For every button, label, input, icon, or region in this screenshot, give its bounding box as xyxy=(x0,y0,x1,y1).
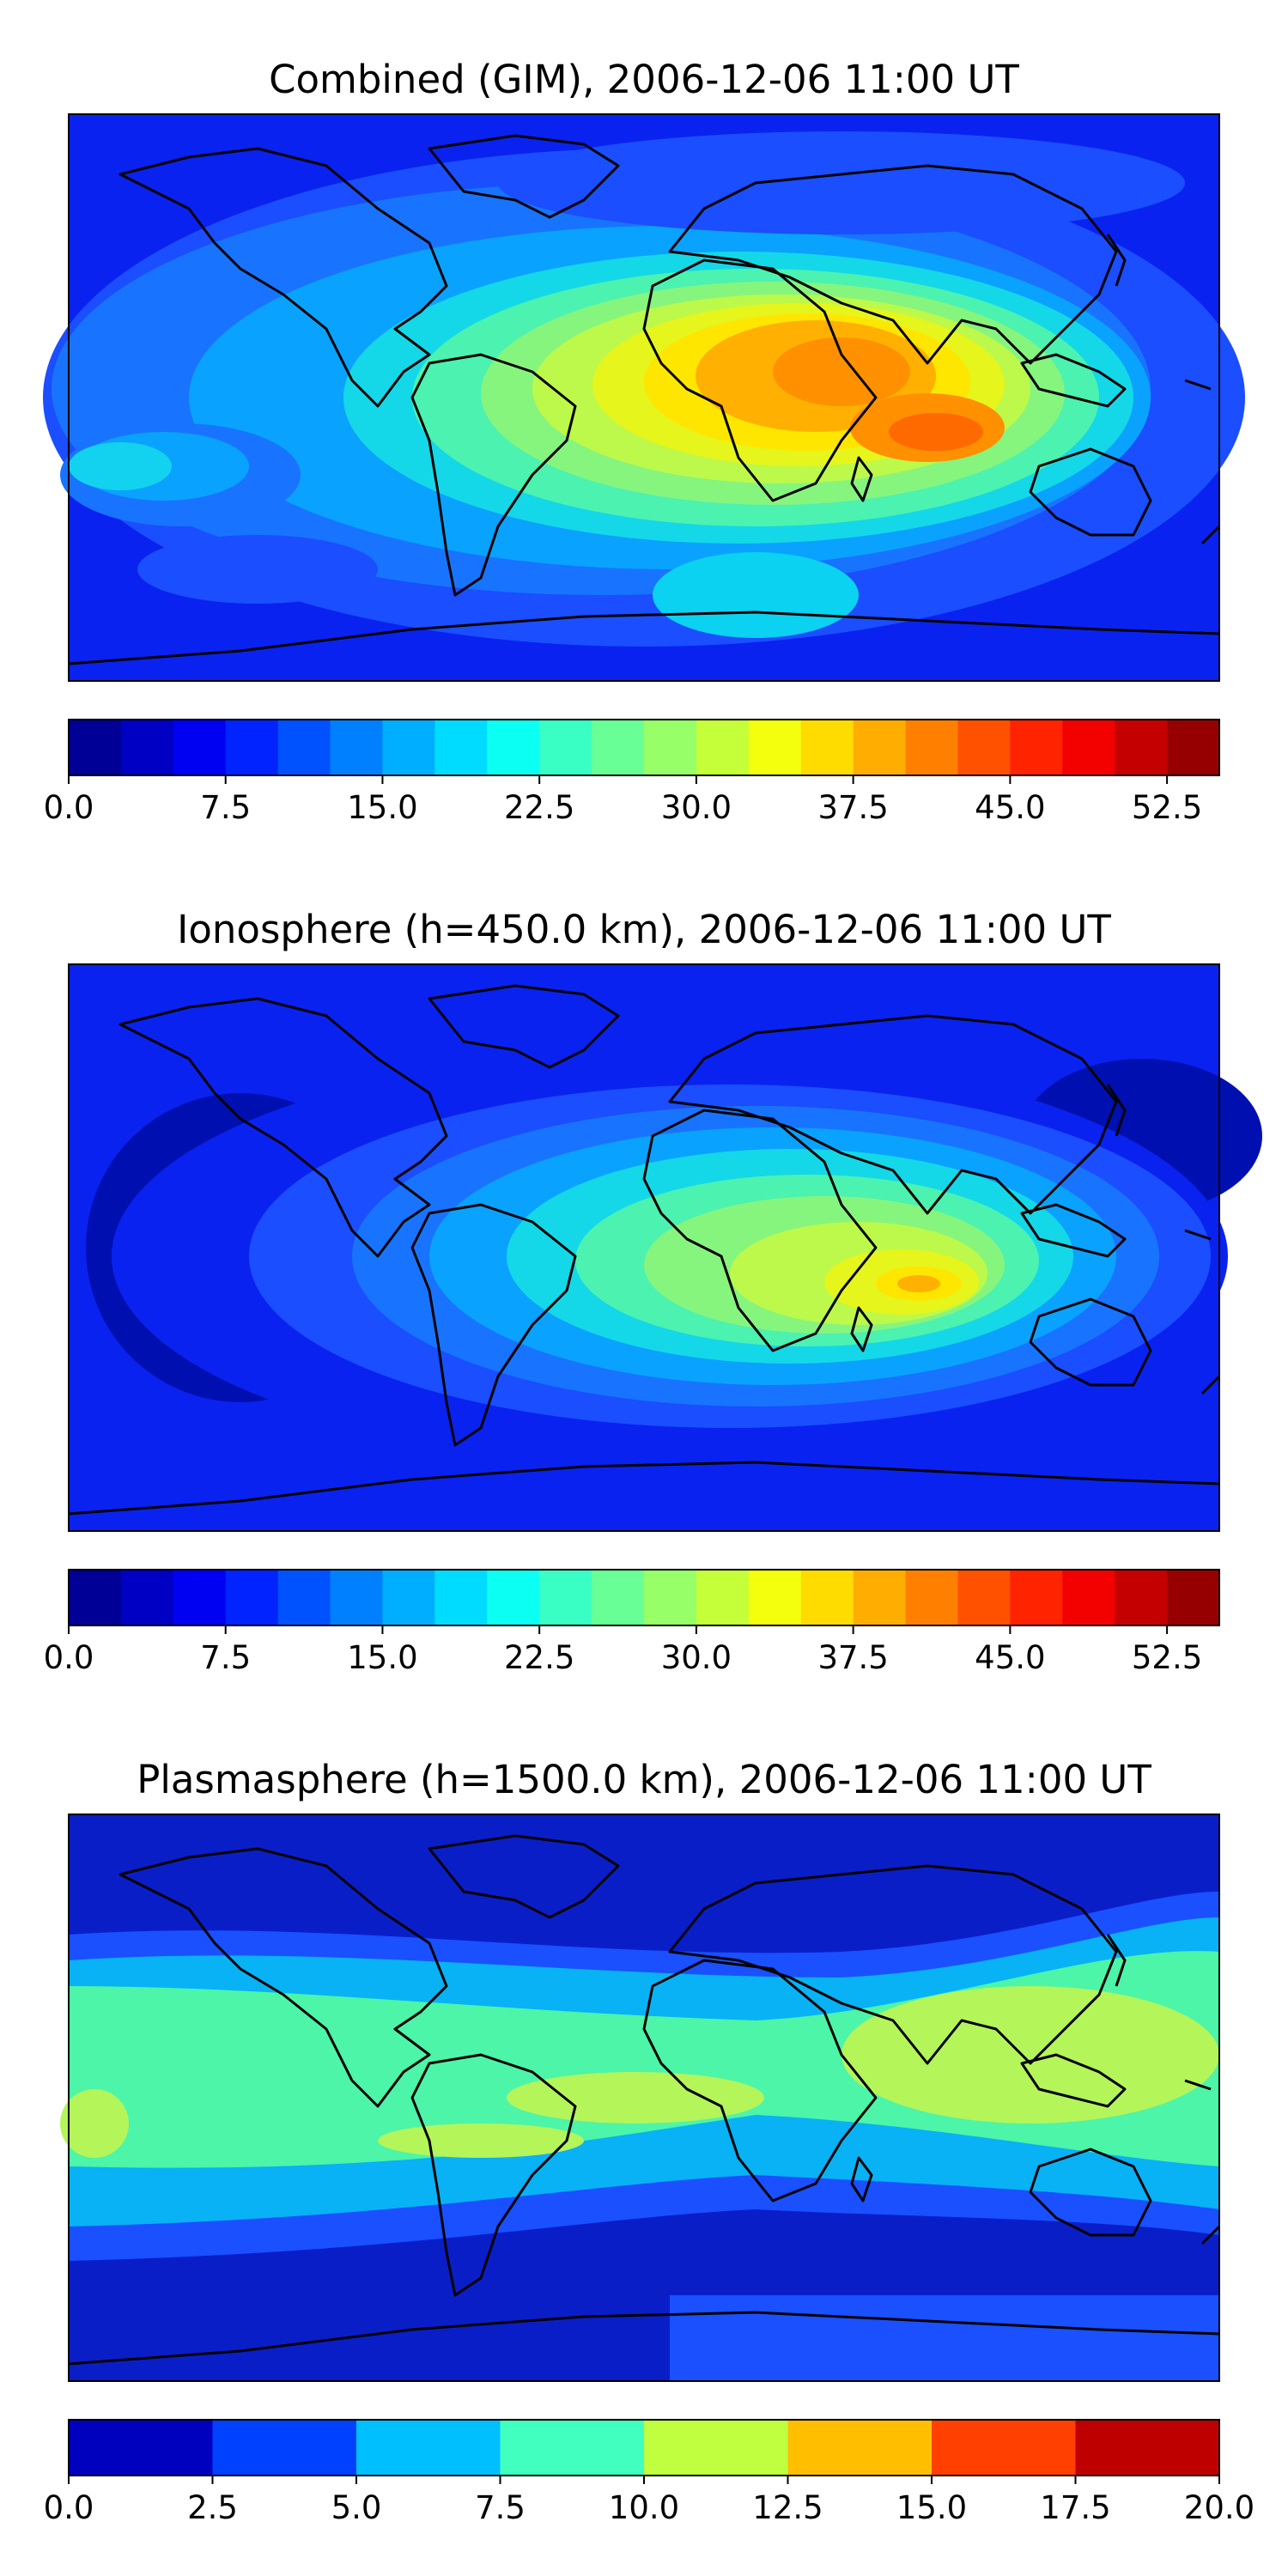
combined-colorbar-swatch xyxy=(120,720,174,775)
ionosphere-colorbar-swatch xyxy=(853,1570,907,1625)
ionosphere-colorbar-swatch xyxy=(1010,1570,1063,1625)
ionosphere-colorbar-swatch xyxy=(1062,1570,1115,1625)
combined-colorbar-swatch xyxy=(957,720,1011,775)
ionosphere-colorbar-swatch xyxy=(905,1570,958,1625)
ionosphere-colorbar-swatch xyxy=(1167,1570,1220,1625)
combined-colorbar-swatch xyxy=(905,720,958,775)
plasmasphere-colorbar-tick-label: 10.0 xyxy=(609,2489,679,2526)
ionosphere-colorbar-swatch xyxy=(1115,1570,1168,1625)
ionosphere-colorbar-tick-label: 15.0 xyxy=(347,1639,417,1676)
plasmasphere-colorbar-tick-label: 20.0 xyxy=(1184,2489,1255,2526)
plasmasphere-colorbar-tick-label: 12.5 xyxy=(752,2489,823,2526)
combined-contours xyxy=(43,131,1245,647)
plasmasphere-colorbar-swatch xyxy=(500,2420,645,2476)
combined-colorbar-swatch xyxy=(592,720,645,775)
ionosphere-colorbar-tick-label: 52.5 xyxy=(1132,1639,1202,1676)
ionosphere-colorbar-swatch xyxy=(592,1570,645,1625)
ionosphere-colorbar-swatch xyxy=(539,1570,592,1625)
plasmasphere-colorbar-tick-label: 5.0 xyxy=(331,2489,382,2526)
combined-colorbar-swatch xyxy=(225,720,279,775)
plasmasphere-map-figure: 0.0 2.5 5.0 7.5 10.0 12.5 15.0 17.5 20.0 xyxy=(44,1814,1255,2526)
combined-map xyxy=(43,113,1245,682)
ionosphere-colorbar-swatch xyxy=(173,1570,227,1625)
ionosphere-colorbar-tick-label: 0.0 xyxy=(44,1639,94,1676)
ionosphere-colorbar-tick-label: 30.0 xyxy=(661,1639,732,1676)
combined-colorbar-tick-label: 15.0 xyxy=(347,789,417,826)
combined-colorbar-swatch xyxy=(277,720,331,775)
ionosphere-colorbar-swatch xyxy=(69,1570,122,1625)
ionosphere-colorbar-swatch xyxy=(330,1570,383,1625)
ionosphere-map-figure: 0.0 7.5 15.0 22.5 30.0 37.5 45.0 52.5 xyxy=(44,963,1262,1676)
combined-colorbar-frame xyxy=(68,719,1220,776)
plasmasphere-colorbar-swatch xyxy=(212,2420,357,2476)
plasmasphere-colorbar-tick-label: 2.5 xyxy=(187,2489,238,2526)
combined-colorbar-tick-label: 52.5 xyxy=(1132,789,1202,826)
plasmasphere-colorbar-swatch xyxy=(644,2420,788,2476)
combined-colorbar-tick-label: 0.0 xyxy=(44,789,94,826)
combined-colorbar-tick-label: 45.0 xyxy=(975,789,1045,826)
plasmasphere-colorbar-tick-label: 17.5 xyxy=(1040,2489,1110,2526)
panel-title-plasmasphere: Plasmasphere (h=1500.0 km), 2006-12-06 1… xyxy=(137,1757,1151,1802)
plasmasphere-colorbar-tick-label: 15.0 xyxy=(896,2489,967,2526)
ionosphere-colorbar-frame xyxy=(68,1569,1220,1626)
panel-title-combined: Combined (GIM), 2006-12-06 11:00 UT xyxy=(269,57,1019,102)
plasmasphere-colorbar-swatch xyxy=(787,2420,933,2476)
ionosphere-colorbar-swatch xyxy=(382,1570,435,1625)
combined-colorbar-swatch xyxy=(330,720,383,775)
combined-colorbar-swatch xyxy=(853,720,907,775)
combined-colorbar-swatch xyxy=(1010,720,1063,775)
ionosphere-colorbar: 0.0 7.5 15.0 22.5 30.0 37.5 45.0 52.5 xyxy=(44,1569,1220,1676)
combined-colorbar: 0.0 7.5 15.0 22.5 30.0 37.5 45.0 52.5 xyxy=(44,719,1220,826)
ionosphere-colorbar-tick-label: 22.5 xyxy=(504,1639,574,1676)
combined-colorbar-tick-label: 30.0 xyxy=(661,789,732,826)
combined-colorbar-swatch xyxy=(173,720,227,775)
plasmasphere-map xyxy=(60,1814,1221,2382)
combined-colorbar-tick-label: 22.5 xyxy=(504,789,574,826)
plasmasphere-colorbar-tick-label: 7.5 xyxy=(475,2489,526,2526)
combined-map-figure: 0.0 7.5 15.0 22.5 30.0 37.5 45.0 52.5 xyxy=(43,113,1245,826)
ionosphere-colorbar-tick-label: 45.0 xyxy=(975,1639,1045,1676)
combined-colorbar-tick-label: 7.5 xyxy=(200,789,251,826)
plasmasphere-colorbar-swatch xyxy=(69,2420,213,2476)
ionosphere-colorbar-tick-label: 7.5 xyxy=(200,1639,251,1676)
plasmasphere-colorbar-swatch xyxy=(932,2420,1076,2476)
panel-title-ionosphere: Ionosphere (h=450.0 km), 2006-12-06 11:0… xyxy=(177,907,1111,952)
ionosphere-colorbar-swatch xyxy=(225,1570,279,1625)
combined-colorbar-tick-label: 37.5 xyxy=(817,789,888,826)
combined-colorbar-swatch xyxy=(487,720,540,775)
combined-map-frame xyxy=(68,113,1220,682)
combined-colorbar-swatch xyxy=(382,720,435,775)
combined-colorbar-swatch xyxy=(800,720,854,775)
ionosphere-colorbar-swatch xyxy=(120,1570,174,1625)
plasmasphere-colorbar-swatch xyxy=(1075,2420,1220,2476)
plasmasphere-colorbar: 0.0 2.5 5.0 7.5 10.0 12.5 15.0 17.5 20.0 xyxy=(44,2419,1255,2526)
combined-colorbar-swatch xyxy=(644,720,697,775)
combined-colorbar-swatch xyxy=(1167,720,1220,775)
plasmasphere-colorbar-tick-label: 0.0 xyxy=(44,2489,94,2526)
ionosphere-colorbar-swatch xyxy=(277,1570,331,1625)
combined-colorbar-swatch xyxy=(434,720,488,775)
combined-colorbar-swatch xyxy=(1062,720,1115,775)
combined-colorbar-swatch xyxy=(539,720,592,775)
ionosphere-colorbar-swatch xyxy=(434,1570,488,1625)
ionosphere-colorbar-swatch xyxy=(487,1570,540,1625)
ionosphere-colorbar-swatch xyxy=(957,1570,1011,1625)
combined-colorbar-swatch xyxy=(69,720,122,775)
combined-colorbar-swatch xyxy=(748,720,802,775)
combined-colorbar-swatch xyxy=(1115,720,1168,775)
ionosphere-colorbar-swatch xyxy=(644,1570,697,1625)
plasmasphere-colorbar-swatch xyxy=(356,2420,501,2476)
plasmasphere-coastlines xyxy=(68,1834,1221,2366)
combined-coastlines xyxy=(68,134,1221,665)
plasmasphere-map-frame xyxy=(68,1814,1220,2382)
ionosphere-colorbar-swatch xyxy=(800,1570,854,1625)
ionosphere-colorbar-tick-label: 37.5 xyxy=(817,1639,888,1676)
ionosphere-colorbar-swatch xyxy=(696,1570,750,1625)
ionosphere-coastlines xyxy=(68,984,1221,1516)
ionosphere-map xyxy=(68,963,1262,1532)
combined-colorbar-swatch xyxy=(696,720,750,775)
ionosphere-map-frame xyxy=(68,963,1220,1532)
ionosphere-colorbar-swatch xyxy=(748,1570,802,1625)
